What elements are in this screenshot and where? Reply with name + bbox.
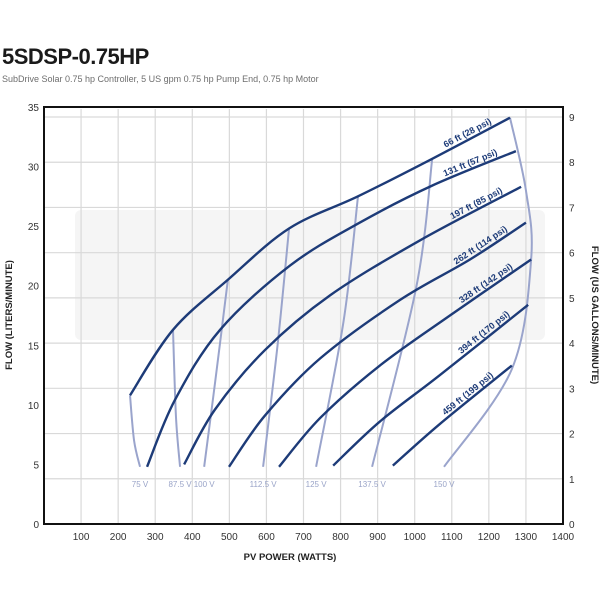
- y-axis-label: FLOW (LITERS/MINUTE): [4, 260, 15, 370]
- watermark-logo: [75, 210, 545, 340]
- x-tick-label: 500: [221, 532, 238, 543]
- voltage-line: [443, 117, 533, 468]
- voltage-line: [371, 159, 434, 468]
- voltage-label: 125 V: [306, 480, 328, 489]
- y2-tick-label: 2: [569, 430, 575, 441]
- y-tick-label: 5: [33, 460, 39, 471]
- x-tick-label: 300: [147, 532, 164, 543]
- y2-tick-label: 6: [569, 249, 575, 260]
- voltage-line: [129, 395, 141, 468]
- head-curve: [332, 303, 529, 467]
- y2-tick-label: 0: [569, 520, 575, 531]
- y2-tick-label: 5: [569, 294, 575, 305]
- axes: 100 200 300 400 500 600 700 800 900 1000 1100 1200 1…: [28, 103, 575, 543]
- x-tick-label: 700: [295, 532, 312, 543]
- voltage-label: 87.5 V: [168, 480, 192, 489]
- y2-tick-label: 4: [569, 339, 575, 350]
- chart-title: 5SDSP-0.75HP: [2, 44, 149, 69]
- voltage-line: [203, 279, 229, 467]
- y-tick-label: 15: [28, 341, 40, 352]
- voltage-line: [262, 228, 291, 467]
- y2-tick-label: 1: [569, 475, 575, 486]
- head-curve: [392, 364, 513, 467]
- x-tick-label: 1200: [478, 532, 501, 543]
- head-curve: [228, 221, 527, 468]
- y2-tick-label: 9: [569, 113, 575, 124]
- y2-tick-label: 7: [569, 203, 575, 214]
- voltage-label: 150 V: [434, 480, 456, 489]
- y-tick-label: 10: [28, 401, 40, 412]
- chart-subtitle: SubDrive Solar 0.75 hp Controller, 5 US …: [2, 74, 319, 84]
- x-axis-label: PV POWER (WATTS): [244, 552, 337, 563]
- voltage-label: 75 V: [132, 480, 149, 489]
- voltage-label: 100 V: [194, 480, 216, 489]
- y2-axis-label: FLOW (US GALLONS/MINUTE): [589, 246, 600, 384]
- y-tick-label: 20: [28, 282, 40, 293]
- voltage-label: 112.5 V: [250, 480, 278, 489]
- y2-tick-label: 3: [569, 384, 575, 395]
- y-tick-label: 35: [28, 103, 40, 114]
- head-curve: [183, 185, 522, 466]
- voltage-label: 137.5 V: [358, 480, 386, 489]
- y2-tick-label: 8: [569, 158, 575, 169]
- head-curve: [278, 258, 532, 468]
- x-tick-label: 100: [73, 532, 90, 543]
- x-tick-label: 1400: [552, 532, 575, 543]
- y-tick-label: 0: [33, 520, 39, 531]
- x-tick-label: 1300: [515, 532, 538, 543]
- voltage-line: [172, 329, 182, 467]
- head-curve-label: 66 ft (28 psi): [442, 116, 493, 149]
- x-tick-label: 1100: [441, 532, 463, 543]
- head-curve: [145, 149, 517, 468]
- head-curve: [129, 116, 511, 396]
- voltage-lines: 75 V 87.5 V 100 V 112.5 V 125 V 137.5 V 150 V: [129, 117, 533, 489]
- x-tick-label: 1000: [404, 532, 427, 543]
- x-tick-label: 400: [184, 532, 201, 543]
- x-tick-label: 900: [369, 532, 386, 543]
- x-tick-label: 600: [258, 532, 275, 543]
- y-tick-label: 30: [28, 163, 40, 174]
- y-tick-label: 25: [28, 222, 40, 233]
- x-tick-label: 800: [332, 532, 349, 543]
- x-tick-label: 200: [110, 532, 127, 543]
